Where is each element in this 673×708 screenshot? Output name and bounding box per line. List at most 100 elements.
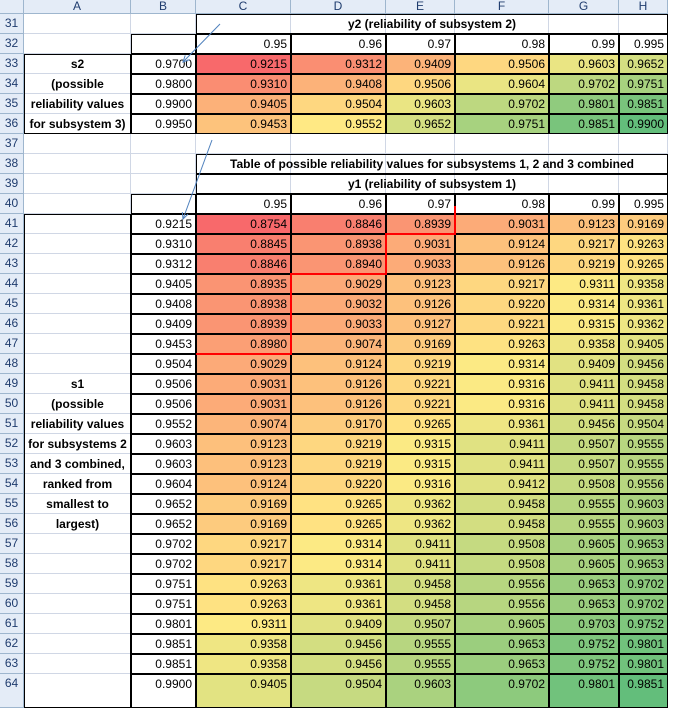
row-header-46[interactable]: 46 [0,314,24,334]
row-header-40[interactable]: 40 [0,194,24,214]
s1-label-line: (possible [51,397,104,411]
table2-cell: 0.9169 [196,514,291,534]
row-header-41[interactable]: 41 [0,214,24,234]
y1-header-value: 0.995 [619,194,668,214]
table2-cell: 0.9702 [455,674,549,708]
grid-cell[interactable] [24,174,131,194]
row-header-31[interactable]: 31 [0,14,24,34]
row-header-43[interactable]: 43 [0,254,24,274]
s1-label-line: for subsystems 2 [28,437,127,451]
row-header-56[interactable]: 56 [0,514,24,534]
table2-cell: 0.9221 [386,374,455,394]
table2-cell: 0.9263 [619,234,668,254]
table2-cell: 0.9556 [619,474,668,494]
table1-cell: 0.9652 [619,54,668,74]
grid-cell[interactable] [386,134,455,154]
table1-cell: 0.9506 [455,54,549,74]
s1-value: 0.9312 [131,254,196,274]
table2-cell: 0.9315 [549,314,619,334]
grid-cell[interactable] [24,34,131,54]
row-header-52[interactable]: 52 [0,434,24,454]
row-header-47[interactable]: 47 [0,334,24,354]
grid-cell[interactable] [291,134,386,154]
column-header-g[interactable]: G [549,0,619,14]
grid-cell[interactable] [131,134,196,154]
grid-cell[interactable] [619,134,668,154]
row-header-35[interactable]: 35 [0,94,24,114]
row-header-59[interactable]: 59 [0,574,24,594]
row-header-62[interactable]: 62 [0,634,24,654]
table1-cell: 0.9405 [196,94,291,114]
row-header-61[interactable]: 61 [0,614,24,634]
row-header-37[interactable]: 37 [0,134,24,154]
row-header-45[interactable]: 45 [0,294,24,314]
row-header-33[interactable]: 33 [0,54,24,74]
grid-cell[interactable] [24,14,131,34]
column-header-f[interactable]: F [455,0,549,14]
row-header-60[interactable]: 60 [0,594,24,614]
grid-cell[interactable] [455,134,549,154]
row-header-57[interactable]: 57 [0,534,24,554]
table2-cell: 0.9555 [619,454,668,474]
grid-cell[interactable] [24,194,131,214]
s1-label-line: and 3 combined, [30,457,125,471]
table2-cell: 0.9219 [291,434,386,454]
select-all-corner[interactable] [0,0,24,14]
table2-cell: 0.9314 [291,534,386,554]
row-header-51[interactable]: 51 [0,414,24,434]
row-header-38[interactable]: 38 [0,154,24,174]
row-header-53[interactable]: 53 [0,454,24,474]
table2-cell: 0.9315 [386,434,455,454]
table1-cell: 0.9603 [386,94,455,114]
table2-cell: 0.9458 [619,374,668,394]
row-header-55[interactable]: 55 [0,494,24,514]
row-header-32[interactable]: 32 [0,34,24,54]
grid-cell[interactable] [131,174,196,194]
s1-value: 0.9408 [131,294,196,314]
column-header-h[interactable]: H [619,0,668,14]
column-header-c[interactable]: C [196,0,291,14]
table2-cell: 0.9127 [386,314,455,334]
row-header-49[interactable]: 49 [0,374,24,394]
table2-cell: 0.9409 [291,614,386,634]
threshold-boundary-line [196,353,292,355]
grid-cell[interactable] [24,154,131,174]
row-header-64[interactable]: 64 [0,674,24,708]
s1-value: 0.9506 [131,374,196,394]
table2-cell: 0.9653 [549,594,619,614]
grid-cell[interactable] [131,14,196,34]
row-header-63[interactable]: 63 [0,654,24,674]
y2-header-value: 0.96 [291,34,386,54]
row-header-44[interactable]: 44 [0,274,24,294]
table2-cell: 0.9456 [291,654,386,674]
table2-cell: 0.9074 [291,334,386,354]
row-header-50[interactable]: 50 [0,394,24,414]
row-header-36[interactable]: 36 [0,114,24,134]
s1-value: 0.9603 [131,454,196,474]
row-header-42[interactable]: 42 [0,234,24,254]
s1-label-line: reliability values [30,417,125,431]
table2-cell: 0.9653 [455,654,549,674]
column-header-d[interactable]: D [291,0,386,14]
table1-cell: 0.9552 [291,114,386,134]
grid-cell[interactable] [24,134,131,154]
table2-cell: 0.9508 [549,474,619,494]
table1-cell: 0.9851 [549,114,619,134]
row-header-58[interactable]: 58 [0,554,24,574]
grid-cell[interactable] [196,134,291,154]
y2-header-value: 0.995 [619,34,668,54]
table2-cell: 0.9169 [619,214,668,234]
table2-cell: 0.9123 [549,214,619,234]
row-header-54[interactable]: 54 [0,474,24,494]
row-header-39[interactable]: 39 [0,174,24,194]
row-header-48[interactable]: 48 [0,354,24,374]
table2-cell: 0.9361 [455,414,549,434]
grid-cell[interactable] [549,134,619,154]
column-header-a[interactable]: A [24,0,131,14]
column-header-b[interactable]: B [131,0,196,14]
row-header-34[interactable]: 34 [0,74,24,94]
table2-cell: 0.9456 [549,414,619,434]
s1-value: 0.9506 [131,394,196,414]
grid-cell[interactable] [131,154,196,174]
column-header-e[interactable]: E [386,0,455,14]
